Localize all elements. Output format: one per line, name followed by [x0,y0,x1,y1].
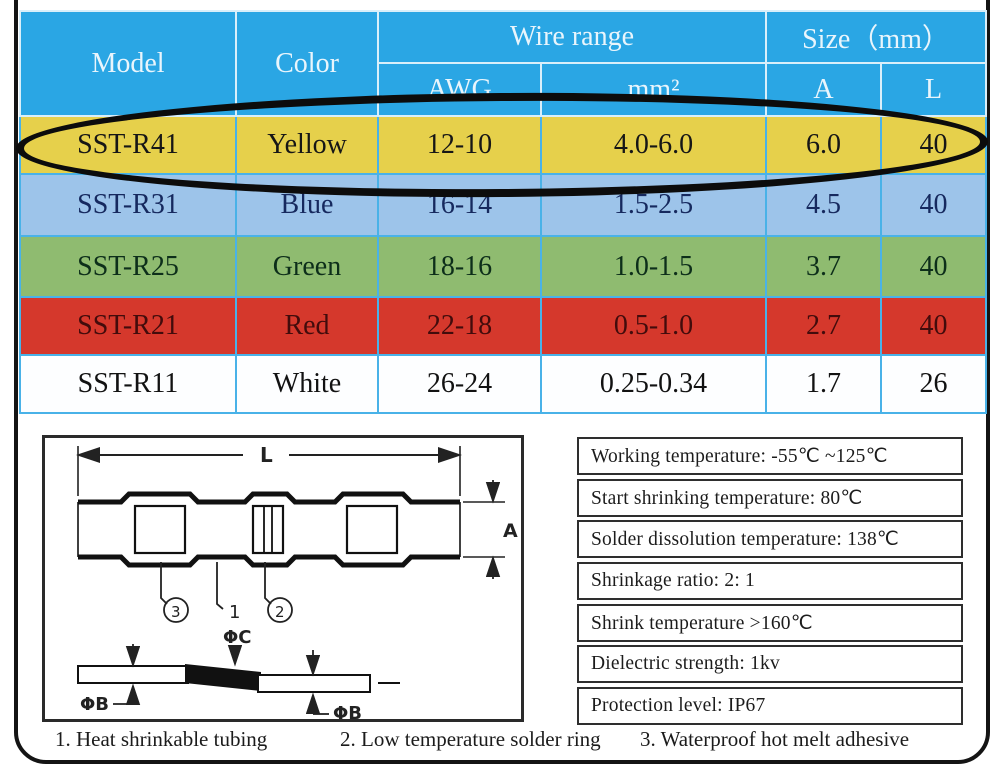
cell-a: 2.7 [765,296,882,356]
cell-a: 4.5 [765,173,882,237]
cell-color: Yellow [235,115,379,175]
table-row-sst-r41: SST-R41 Yellow 12-10 4.0-6.0 6.0 40 [19,115,987,175]
label-A: A [503,520,518,542]
label-callout-2: 2 [275,603,285,621]
spec-shrinkage-ratio: Shrinkage ratio: 2: 1 [577,561,963,600]
cell-model: SST-R31 [19,173,237,237]
spec-protection-level: Protection level: IP67 [577,686,963,725]
table-row-sst-r31: SST-R31 Blue 16-14 1.5-2.5 4.5 40 [19,173,987,237]
header-model: Model [19,10,237,117]
label-callout-1: 1 [229,602,240,623]
header-color: Color [235,10,379,117]
table-row-sst-r25: SST-R25 Green 18-16 1.0-1.5 3.7 40 [19,235,987,298]
header-size-mm: Size（mm） [765,10,987,64]
header-wire-range: Wire range [377,10,767,64]
cell-color: Green [235,235,379,298]
dimension-A: A [463,480,518,579]
callouts [160,562,293,623]
header-row-2: AWG mm² A L [20,62,987,117]
spec-dielectric-strength: Dielectric strength: 1kv [577,645,963,684]
cell-mm2: 1.5-2.5 [540,173,767,237]
header-row-1: Model Color Wire range Size（mm） [19,10,987,117]
cell-model: SST-R11 [19,354,237,414]
cell-mm2: 0.5-1.0 [540,296,767,356]
cell-l: 40 [880,296,987,356]
spec-working-temperature: Working temperature: -55℃ ~125℃ [577,437,963,475]
cell-mm2: 1.0-1.5 [540,235,767,298]
header-mm2: mm² [540,62,767,117]
table-row-sst-r11: SST-R11 White 26-24 0.25-0.34 1.7 26 [19,354,987,414]
legend-waterproof-hot-melt-adhesive: 3. Waterproof hot melt adhesive [640,727,910,751]
cell-awg: 18-16 [377,235,542,298]
spec-list: Working temperature: -55℃ ~125℃ Start sh… [577,437,963,725]
cell-model: SST-R25 [19,235,237,298]
cell-color: White [235,354,379,414]
label-phi-b-left: ΦB [80,694,109,715]
connector-diagram-svg: L A [76,443,518,724]
legend-heat-shrinkable-tubing: 1. Heat shrinkable tubing [55,727,268,751]
cell-awg: 22-18 [377,296,542,356]
cell-awg: 16-14 [377,173,542,237]
cell-l: 40 [880,173,987,237]
cell-a: 6.0 [765,115,882,175]
label-phi-b-right: ΦB [333,703,362,719]
header-awg: AWG [377,62,542,117]
spec-start-shrinking-temperature: Start shrinking temperature: 80℃ [577,478,963,517]
label-callout-3: 3 [171,603,181,621]
tube-body [77,491,461,568]
header-l: L [880,62,987,117]
cell-mm2: 0.25-0.34 [540,354,767,414]
label-phi-c: ΦC [223,627,252,648]
cell-model: SST-R21 [19,296,237,356]
dimension-L: L [76,443,462,496]
cell-l: 26 [880,354,987,414]
spec-shrink-temperature: Shrink temperature >160℃ [577,603,963,642]
legend-low-temp-solder-ring: 2. Low temperature solder ring [340,727,601,751]
cell-a: 3.7 [765,235,882,298]
label-L: L [260,443,273,467]
connector-diagram: L A [42,435,524,724]
cell-l: 40 [880,235,987,298]
header-a: A [765,62,882,117]
wire-splice: ΦC ΦB ΦB [77,627,400,724]
cell-awg: 26-24 [377,354,542,414]
cell-model: SST-R41 [19,115,237,175]
cell-awg: 12-10 [377,115,542,175]
card-border [14,0,990,764]
cell-color: Blue [235,173,379,237]
cell-color: Red [235,296,379,356]
wire-connector-table: Model Color Wire range Size（mm） AWG mm² … [19,10,987,414]
cell-a: 1.7 [765,354,882,414]
cell-l: 40 [880,115,987,175]
spec-solder-dissolution-temperature: Solder dissolution temperature: 138℃ [577,520,963,559]
legend: 1. Heat shrinkable tubing 2. Low tempera… [42,727,962,761]
table-row-sst-r21: SST-R21 Red 22-18 0.5-1.0 2.7 40 [19,296,987,356]
cell-mm2: 4.0-6.0 [540,115,767,175]
